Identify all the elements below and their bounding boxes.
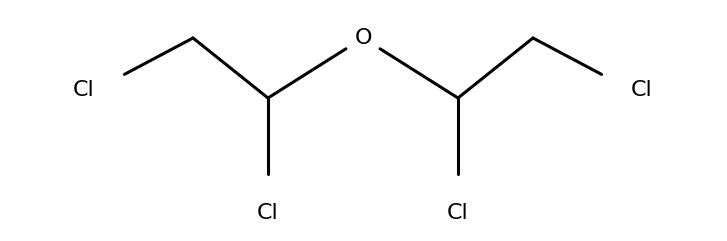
Text: Cl: Cl [73,80,95,100]
Text: Cl: Cl [257,203,279,223]
Text: Cl: Cl [447,203,469,223]
Text: O: O [354,28,371,48]
Text: Cl: Cl [631,80,653,100]
